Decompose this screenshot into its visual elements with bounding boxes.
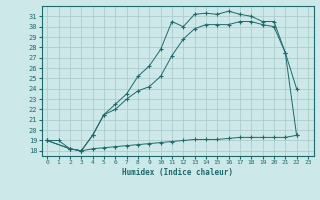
X-axis label: Humidex (Indice chaleur): Humidex (Indice chaleur) (122, 168, 233, 177)
